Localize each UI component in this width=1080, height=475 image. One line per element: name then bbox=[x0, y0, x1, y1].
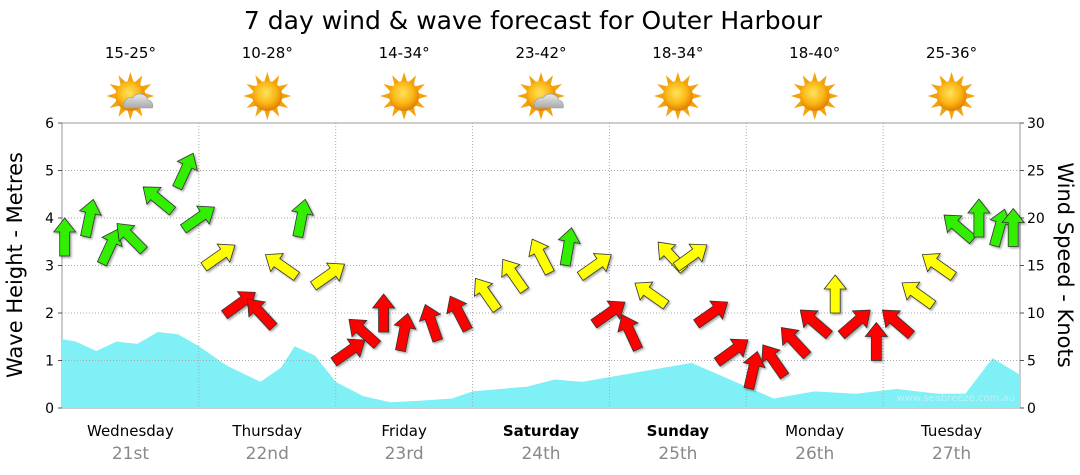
wind-arrow bbox=[200, 243, 236, 272]
day-date-label: 23rd bbox=[385, 444, 424, 464]
wind-arrow bbox=[693, 300, 729, 329]
wind-arrow bbox=[634, 281, 670, 310]
wind-arrow bbox=[921, 253, 957, 282]
wind-arrow bbox=[943, 214, 977, 245]
day-date-label: 26th bbox=[795, 444, 834, 464]
y-tick-label-right: 0 bbox=[1027, 401, 1036, 417]
wind-arrow bbox=[713, 338, 749, 367]
y-tick-label-right: 15 bbox=[1027, 259, 1045, 275]
wind-arrow bbox=[418, 303, 443, 343]
day-name-label: Saturday bbox=[503, 422, 580, 440]
wind-arrow bbox=[179, 205, 215, 234]
y-tick-label-right: 25 bbox=[1027, 164, 1045, 180]
wind-arrow bbox=[371, 293, 396, 333]
wind-arrow bbox=[172, 152, 198, 191]
wind-arrow bbox=[837, 309, 871, 340]
wind-arrow bbox=[557, 227, 581, 267]
wind-arrow bbox=[78, 198, 102, 239]
wind-arrow bbox=[393, 312, 417, 353]
wind-arrow bbox=[672, 243, 708, 272]
day-name-label: Wednesday bbox=[87, 422, 174, 440]
wind-arrow bbox=[501, 258, 530, 295]
day-name-label: Thursday bbox=[231, 422, 302, 440]
wind-arrow bbox=[52, 217, 77, 257]
y-axis-label-right: Wind Speed - Knots bbox=[1053, 162, 1077, 367]
day-temperature: 14-34° bbox=[379, 44, 430, 62]
day-date-label: 25th bbox=[658, 444, 697, 464]
sun-icon bbox=[927, 72, 976, 120]
wind-arrow bbox=[761, 344, 790, 380]
y-tick-label-left: 4 bbox=[45, 211, 54, 227]
day-name-label: Sunday bbox=[647, 422, 710, 440]
day-temperature: 10-28° bbox=[242, 44, 293, 62]
day-name-label: Monday bbox=[785, 422, 844, 440]
wind-arrow bbox=[290, 198, 314, 239]
wind-arrow bbox=[473, 277, 502, 314]
wind-arrow bbox=[864, 321, 889, 361]
day-temperature: 25-36° bbox=[926, 44, 977, 62]
y-tick-label-left: 1 bbox=[45, 354, 54, 370]
y-tick-label-left: 0 bbox=[45, 401, 54, 417]
wind-arrow bbox=[742, 350, 766, 391]
y-tick-label-left: 6 bbox=[45, 116, 54, 132]
wind-arrows bbox=[52, 152, 1026, 391]
sun-cloud-icon bbox=[106, 72, 155, 120]
wind-arrow bbox=[881, 309, 916, 340]
day-temperature: 18-40° bbox=[789, 44, 840, 62]
sun-icon bbox=[653, 72, 702, 120]
chart-title: 7 day wind & wave forecast for Outer Har… bbox=[244, 6, 823, 35]
sun-icon bbox=[243, 72, 292, 120]
day-date-label: 22nd bbox=[246, 444, 289, 464]
watermark: www.seabreeze.com.au bbox=[897, 393, 1015, 404]
wind-arrow bbox=[901, 281, 937, 310]
wind-arrow bbox=[309, 262, 345, 291]
wind-arrow bbox=[142, 186, 177, 216]
wind-arrow bbox=[780, 327, 812, 360]
y-tick-label-right: 20 bbox=[1027, 211, 1045, 227]
wind-arrow bbox=[1001, 207, 1026, 247]
wind-arrow bbox=[348, 318, 382, 349]
wind-arrow bbox=[823, 274, 848, 314]
wind-arrow bbox=[799, 309, 833, 340]
day-temperature: 15-25° bbox=[105, 44, 156, 62]
sun-icon bbox=[380, 72, 429, 120]
y-axis-label-left: Wave Height - Metres bbox=[3, 152, 27, 378]
wind-arrow bbox=[590, 300, 626, 329]
y-tick-label-left: 2 bbox=[45, 306, 54, 322]
wave-area bbox=[62, 332, 1020, 408]
wind-arrow bbox=[247, 298, 278, 331]
y-tick-label-left: 3 bbox=[45, 259, 54, 275]
wind-arrow bbox=[446, 295, 473, 333]
wind-arrow bbox=[617, 314, 644, 352]
wind-arrow bbox=[96, 228, 123, 267]
day-date-label: 24th bbox=[521, 444, 560, 464]
day-temperature: 18-34° bbox=[652, 44, 703, 62]
wind-arrow bbox=[967, 198, 991, 238]
day-date-label: 27th bbox=[932, 444, 971, 464]
wind-arrow bbox=[116, 223, 148, 255]
day-name-label: Friday bbox=[381, 422, 427, 440]
wind-arrow bbox=[330, 338, 366, 367]
y-tick-label-right: 5 bbox=[1027, 354, 1036, 370]
wind-arrow bbox=[528, 238, 555, 276]
y-tick-label-right: 30 bbox=[1027, 116, 1045, 132]
sun-cloud-icon bbox=[517, 72, 565, 120]
wind-arrow bbox=[264, 253, 300, 282]
day-temperature: 23-42° bbox=[515, 44, 566, 62]
sun-icon bbox=[790, 72, 839, 120]
y-tick-label-left: 5 bbox=[45, 164, 54, 180]
y-tick-label-right: 10 bbox=[1027, 306, 1045, 322]
wind-arrow bbox=[576, 253, 612, 282]
day-name-label: Tuesday bbox=[920, 422, 982, 440]
day-date-label: 21st bbox=[112, 444, 149, 464]
